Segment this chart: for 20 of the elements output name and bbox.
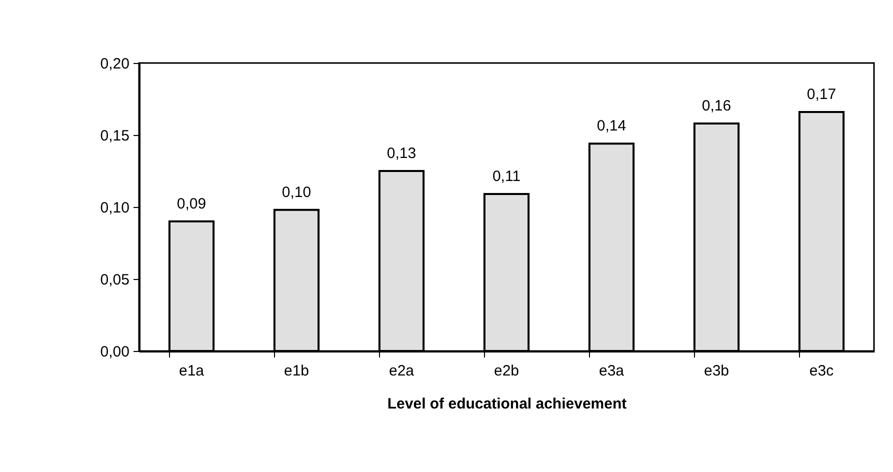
x-tick-label: e3c	[809, 362, 834, 380]
x-tick-label: e2b	[494, 362, 520, 380]
data-label: 0,14	[596, 118, 626, 135]
data-label: 0,13	[386, 145, 416, 162]
y-tick-label: 0,00	[100, 344, 130, 360]
data-label: 0,11	[492, 168, 521, 186]
data-label: 0,16	[702, 97, 732, 114]
y-tick-label: 0,05	[100, 272, 130, 288]
x-tick-label: e1a	[178, 362, 205, 380]
data-label: 0,10	[282, 184, 312, 201]
y-tick-label: 0,15	[100, 128, 130, 144]
y-tick-label: 0,20	[100, 56, 130, 72]
data-label: 0,09	[176, 195, 206, 212]
x-axis-title: Level of educational achievement	[387, 396, 627, 412]
y-tick-label: 0,10	[100, 200, 130, 216]
data-label: 0,17	[806, 86, 836, 103]
x-tick-label: e3b	[704, 362, 730, 380]
x-tick-label: e2a	[388, 362, 415, 380]
x-tick-label: e3a	[598, 362, 625, 380]
x-tick-label: e1b	[284, 362, 310, 380]
